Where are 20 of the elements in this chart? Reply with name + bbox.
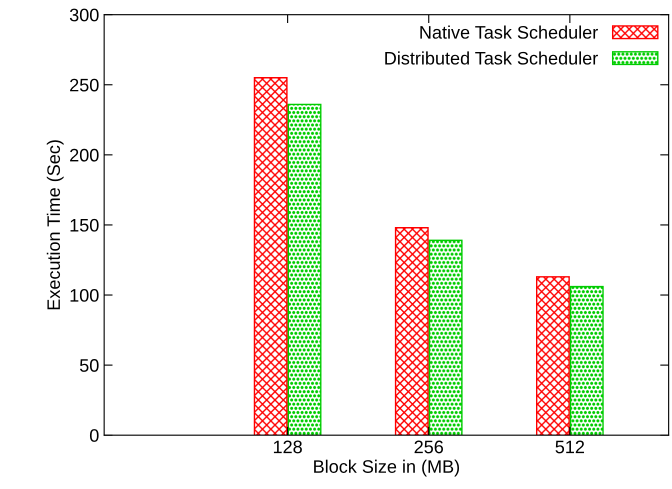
y-tick-label: 150 [70, 218, 99, 232]
legend-label: Distributed Task Scheduler [385, 51, 598, 65]
y-tick-label: 300 [70, 8, 99, 22]
bar [428, 240, 463, 436]
y-tick-label: 50 [80, 359, 99, 372]
x-tick-label: 512 [556, 440, 584, 454]
bar [254, 77, 288, 436]
bar [570, 286, 604, 436]
y-tick-label: 0 [90, 429, 99, 442]
y-tick-label: 200 [70, 148, 99, 162]
y-axis-title: Execution Time (Sec) [46, 140, 64, 310]
y-tick-label: 100 [70, 288, 99, 302]
x-tick-label: 256 [414, 440, 444, 454]
x-tick-label: 128 [274, 440, 302, 454]
legend-label: Native Task Scheduler [420, 26, 598, 39]
bar [536, 276, 570, 436]
bar [288, 104, 322, 436]
x-axis-title: Block Size in (MB) [314, 460, 460, 477]
y-tick-label: 250 [70, 78, 99, 92]
bar [394, 227, 429, 436]
